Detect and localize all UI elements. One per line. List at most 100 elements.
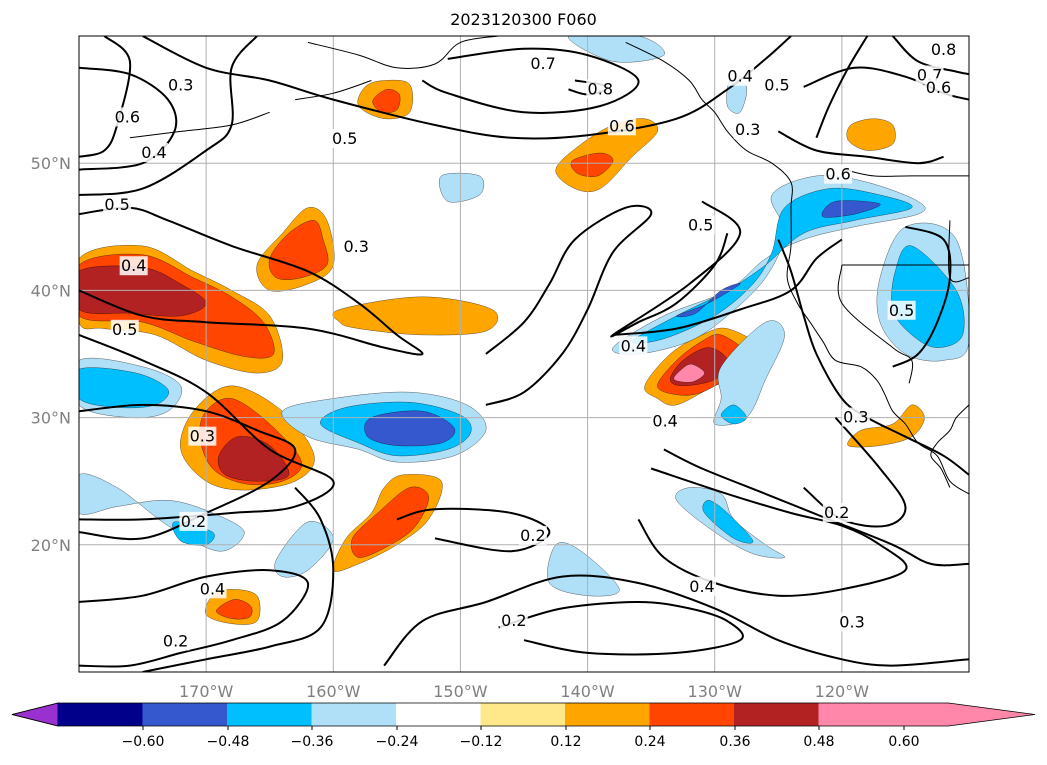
contour-label: 0.5 xyxy=(112,320,137,339)
contour-label-bg xyxy=(179,511,208,531)
contour-label: 0.4 xyxy=(121,256,146,275)
contour-line xyxy=(79,66,178,171)
contour-label-bg xyxy=(119,256,148,276)
shaded-region xyxy=(216,599,253,620)
colorbar-segment xyxy=(396,703,481,726)
lat-tick-label: 20°N xyxy=(31,536,71,555)
contour-layer xyxy=(79,36,969,672)
shading-layer xyxy=(79,36,969,625)
contour-label: 0.5 xyxy=(104,195,129,214)
coastline xyxy=(837,264,914,384)
contour-label: 0.4 xyxy=(727,67,752,86)
contour-label: 0.2 xyxy=(181,512,206,531)
shaded-region xyxy=(673,363,705,383)
colorbar-tick-label: 0.48 xyxy=(803,734,834,750)
coastline xyxy=(930,404,969,488)
colorbar-tick-label: −0.48 xyxy=(207,734,250,750)
lat-tick-label: 40°N xyxy=(31,281,71,300)
colorbar-segment xyxy=(565,703,650,726)
coastline-layer xyxy=(129,36,969,495)
shaded-region xyxy=(720,404,747,425)
contour-line xyxy=(498,601,744,656)
contour-line xyxy=(79,206,424,356)
shaded-region xyxy=(568,36,665,63)
lat-tick-label: 30°N xyxy=(31,409,71,428)
contour-label-bg xyxy=(140,143,169,163)
contour-label: 0.2 xyxy=(824,503,849,522)
contour-label-layer: 0.70.80.30.60.50.60.4 0.50.80.70.60.30.40… xyxy=(103,39,958,651)
longitude-labels: 170°W 160°W 150°W 140°W 130°W 120°W xyxy=(179,682,869,701)
contour-line xyxy=(79,333,335,521)
contour-label: 0.6 xyxy=(926,78,951,97)
contour-label-bg xyxy=(110,319,139,339)
contour-line xyxy=(421,47,640,114)
contour-label-bg xyxy=(651,411,680,431)
contour-label: 0.6 xyxy=(609,116,634,135)
colorbar: −0.60 −0.48 −0.36 −0.24 −0.12 0.12 0.24 0.36 0.4… xyxy=(11,702,1036,750)
contour-label-bg xyxy=(688,576,716,596)
contour-line xyxy=(383,574,969,667)
latitude-labels: 20°N 30°N 40°N 50°N xyxy=(31,154,71,555)
contour-label-bg xyxy=(726,66,755,86)
colorbar-segment xyxy=(58,703,143,726)
contour-line xyxy=(803,66,969,101)
colorbar-segment xyxy=(311,703,396,726)
contour-label: 0.3 xyxy=(190,427,215,446)
contour-label: 0.5 xyxy=(764,76,789,95)
contour-label: 0.2 xyxy=(501,611,526,630)
colorbar-tick-label: −0.60 xyxy=(122,734,165,750)
colorbar-segment xyxy=(142,703,227,726)
contour-label: 0.3 xyxy=(168,76,193,95)
coastline xyxy=(295,80,372,101)
colorbar-tick-label: 0.36 xyxy=(719,734,750,750)
plot-area: 0.70.80.30.60.50.60.4 0.50.80.70.60.30.40… xyxy=(78,35,970,673)
colorbar-extend-low xyxy=(11,702,59,727)
contour-label: 0.4 xyxy=(200,579,225,598)
contour-line xyxy=(892,225,952,368)
contour-label-bg xyxy=(619,336,648,356)
contour-label: 0.5 xyxy=(889,301,914,320)
shaded-region xyxy=(350,486,429,558)
contour-label-bg xyxy=(330,129,359,149)
contour-label-bg xyxy=(518,525,547,545)
contour-label: 0.5 xyxy=(332,129,357,148)
lat-tick-label: 50°N xyxy=(31,154,71,173)
contour-label: 0.4 xyxy=(141,143,166,162)
colorbar-segment xyxy=(227,703,312,726)
contour-label-bg xyxy=(841,407,870,427)
contour-label-bg xyxy=(763,75,792,95)
contour-line xyxy=(79,403,297,541)
shaded-region xyxy=(821,200,881,218)
contour-line xyxy=(396,507,551,553)
shaded-region xyxy=(547,542,620,597)
contour-label: 0.3 xyxy=(839,612,864,631)
colorbar-tick-label: −0.12 xyxy=(460,734,503,750)
contour-line xyxy=(142,486,335,672)
contour-label-bg xyxy=(607,116,636,136)
contour-label-bg xyxy=(838,612,867,632)
contour-label-bg xyxy=(161,631,190,651)
contour-label-bg xyxy=(586,79,615,99)
contour-label-bg xyxy=(887,300,916,320)
shaded-region xyxy=(332,296,499,336)
colorbar-tick-label: 0.12 xyxy=(550,734,581,750)
map-title: 2023120300 F060 xyxy=(450,10,597,29)
contour-label: 0.4 xyxy=(621,336,646,355)
colorbar-segment xyxy=(649,703,734,726)
contour-label: 0.2 xyxy=(163,631,188,650)
coastline xyxy=(844,169,969,177)
contour-label-bg xyxy=(529,53,558,73)
contour-line xyxy=(79,569,309,668)
contour-label: 0.2 xyxy=(520,526,545,545)
contour-label-bg xyxy=(166,75,195,95)
contour-label: 0.8 xyxy=(931,40,956,59)
contour-line xyxy=(612,238,843,336)
contour-line xyxy=(777,239,969,476)
contour-label-bg xyxy=(198,579,227,599)
shaded-region xyxy=(702,500,754,544)
plot-frame xyxy=(78,35,970,673)
contour-label-bg xyxy=(342,237,371,257)
coastline xyxy=(625,41,969,495)
contour-label: 0.3 xyxy=(735,120,760,139)
